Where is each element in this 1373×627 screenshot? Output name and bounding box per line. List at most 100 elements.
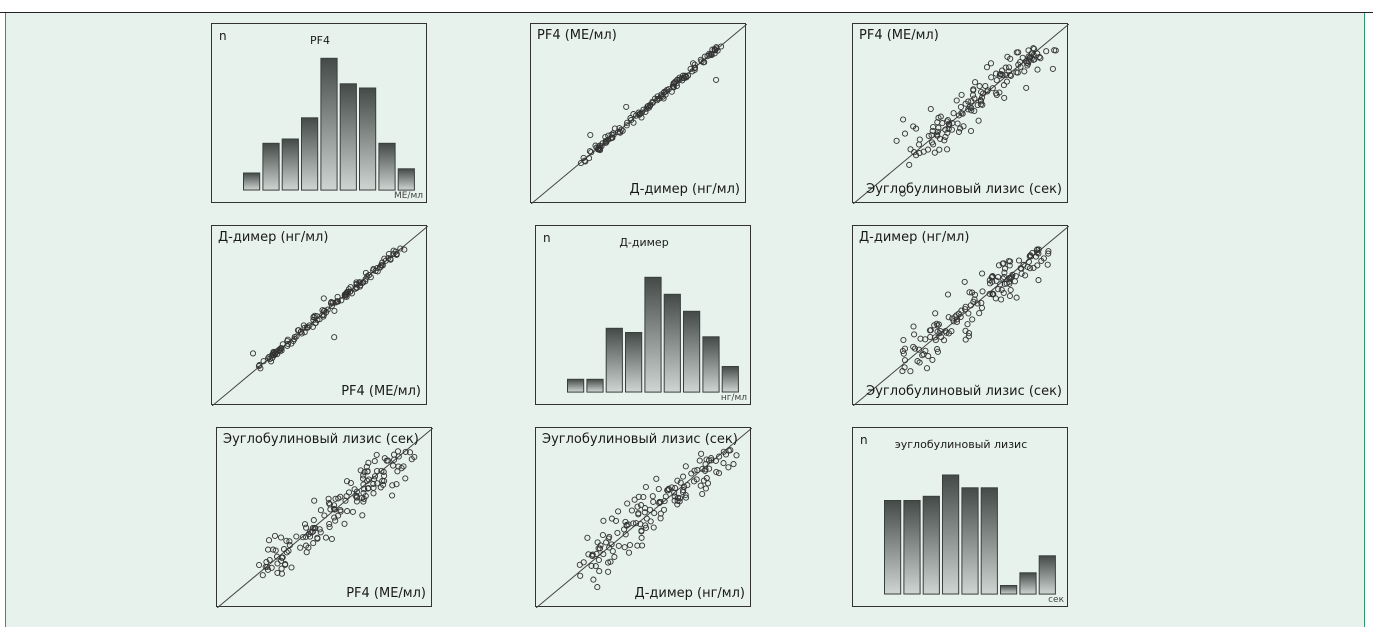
scatter-point bbox=[720, 460, 727, 467]
scatter-point bbox=[929, 356, 936, 363]
scatter-point bbox=[379, 477, 386, 484]
scatter-point bbox=[286, 542, 293, 549]
scatter-point bbox=[702, 485, 709, 492]
scatter-point bbox=[925, 132, 932, 139]
histogram-bar bbox=[942, 474, 960, 595]
scatter-point bbox=[328, 302, 335, 309]
scatter-point bbox=[931, 149, 938, 156]
scatter-point bbox=[688, 470, 695, 477]
scatter-point bbox=[347, 479, 354, 487]
scatter-point bbox=[638, 114, 645, 121]
scatter-point bbox=[930, 123, 937, 131]
scatter-point bbox=[347, 288, 354, 295]
scatter-point bbox=[1043, 48, 1050, 55]
scatter-point bbox=[647, 101, 654, 108]
scatter-point bbox=[374, 480, 381, 487]
histogram-bar bbox=[922, 495, 940, 595]
scatter-point bbox=[278, 554, 285, 561]
scatter-point bbox=[382, 257, 389, 264]
scatter-point bbox=[986, 280, 994, 287]
scatter-point bbox=[383, 457, 390, 464]
y-axis-label: Д-димер (нг/мл) bbox=[859, 230, 970, 245]
scatter-point bbox=[972, 79, 979, 86]
scatter-point bbox=[699, 490, 706, 498]
scatter-point bbox=[913, 152, 920, 159]
scatter-point bbox=[588, 562, 595, 569]
scatter-point bbox=[657, 515, 664, 522]
scatter-point bbox=[941, 137, 948, 144]
scatter-point bbox=[974, 300, 981, 307]
scatter-point bbox=[389, 492, 396, 499]
scatter-point bbox=[702, 466, 709, 473]
scatter-point bbox=[364, 477, 371, 484]
scatter-point bbox=[283, 537, 290, 544]
scatter-point bbox=[676, 74, 683, 81]
histogram-bar bbox=[586, 378, 604, 393]
scatter-point bbox=[901, 357, 909, 364]
y-axis-label: Эуглобулиновый лизис (сек) bbox=[223, 432, 419, 447]
scatter-point bbox=[950, 110, 957, 117]
scatter-point bbox=[607, 558, 614, 565]
scatter-point bbox=[1029, 50, 1036, 57]
scatter-point bbox=[673, 80, 680, 87]
scatter-point bbox=[264, 563, 271, 570]
scatter-point bbox=[955, 310, 962, 317]
scatter-point bbox=[326, 523, 333, 531]
scatter-point bbox=[364, 273, 371, 280]
scatter-point bbox=[305, 544, 312, 551]
scatter-point bbox=[899, 347, 906, 355]
scatter-point bbox=[668, 484, 675, 491]
scatter-point bbox=[998, 71, 1005, 78]
scatter-point bbox=[935, 124, 942, 131]
scatter-point bbox=[378, 467, 385, 474]
scatter-point bbox=[605, 568, 612, 575]
scatter-point bbox=[1035, 277, 1042, 284]
scatter-point bbox=[249, 350, 257, 357]
panel-euglobulin-vs-d-dimer: Эуглобулиновый лизис (сек) Д-димер (нг/м… bbox=[535, 427, 752, 608]
scatter-point bbox=[256, 561, 263, 569]
scatter-point bbox=[1045, 250, 1052, 257]
histogram-bar bbox=[378, 142, 396, 191]
scatter-point bbox=[325, 500, 333, 507]
scatter-point bbox=[953, 318, 961, 325]
scatter-point bbox=[342, 497, 349, 504]
scatter-point bbox=[294, 327, 302, 334]
scatter-point bbox=[623, 103, 630, 110]
scatter-point bbox=[931, 334, 938, 341]
scatter-point bbox=[934, 322, 941, 329]
scatter-point bbox=[622, 518, 629, 525]
scatter-point bbox=[635, 493, 642, 500]
scatter-point bbox=[1003, 78, 1010, 85]
scatter-point bbox=[934, 348, 941, 355]
scatter-point bbox=[725, 464, 732, 471]
histogram-bar bbox=[339, 83, 357, 191]
histogram-bar bbox=[359, 87, 377, 191]
scatter-point bbox=[715, 470, 723, 477]
scatter-point bbox=[259, 572, 266, 579]
scatter-point bbox=[916, 359, 923, 366]
scatter-point bbox=[965, 330, 973, 337]
scatter-point bbox=[965, 310, 972, 317]
scatter-point bbox=[379, 262, 386, 269]
scatter-point bbox=[621, 544, 628, 551]
scatter-point bbox=[304, 324, 311, 331]
figure-frame: n PF4 МЕ/мл PF4 (МЕ/мл) Д-димер (нг/мл) … bbox=[5, 13, 1365, 627]
scatter-point bbox=[643, 515, 650, 522]
scatter-point bbox=[689, 68, 696, 75]
scatter-point bbox=[596, 568, 603, 575]
chart-title: Д-димер bbox=[619, 236, 669, 249]
scatter-point bbox=[677, 495, 684, 502]
scatter-point bbox=[957, 313, 964, 321]
scatter-point bbox=[943, 118, 951, 125]
scatter-point bbox=[1014, 69, 1021, 76]
scatter-point bbox=[940, 337, 948, 344]
scatter-point bbox=[1007, 55, 1014, 62]
scatter-point bbox=[966, 289, 973, 296]
scatter-d-dimer-vs-pf4 bbox=[212, 226, 428, 406]
scatter-point bbox=[639, 542, 646, 549]
scatter-point bbox=[381, 477, 388, 485]
scatter-point bbox=[665, 485, 672, 492]
scatter-point bbox=[290, 337, 297, 345]
scatter-point bbox=[657, 510, 664, 517]
histogram-bar bbox=[567, 378, 585, 393]
